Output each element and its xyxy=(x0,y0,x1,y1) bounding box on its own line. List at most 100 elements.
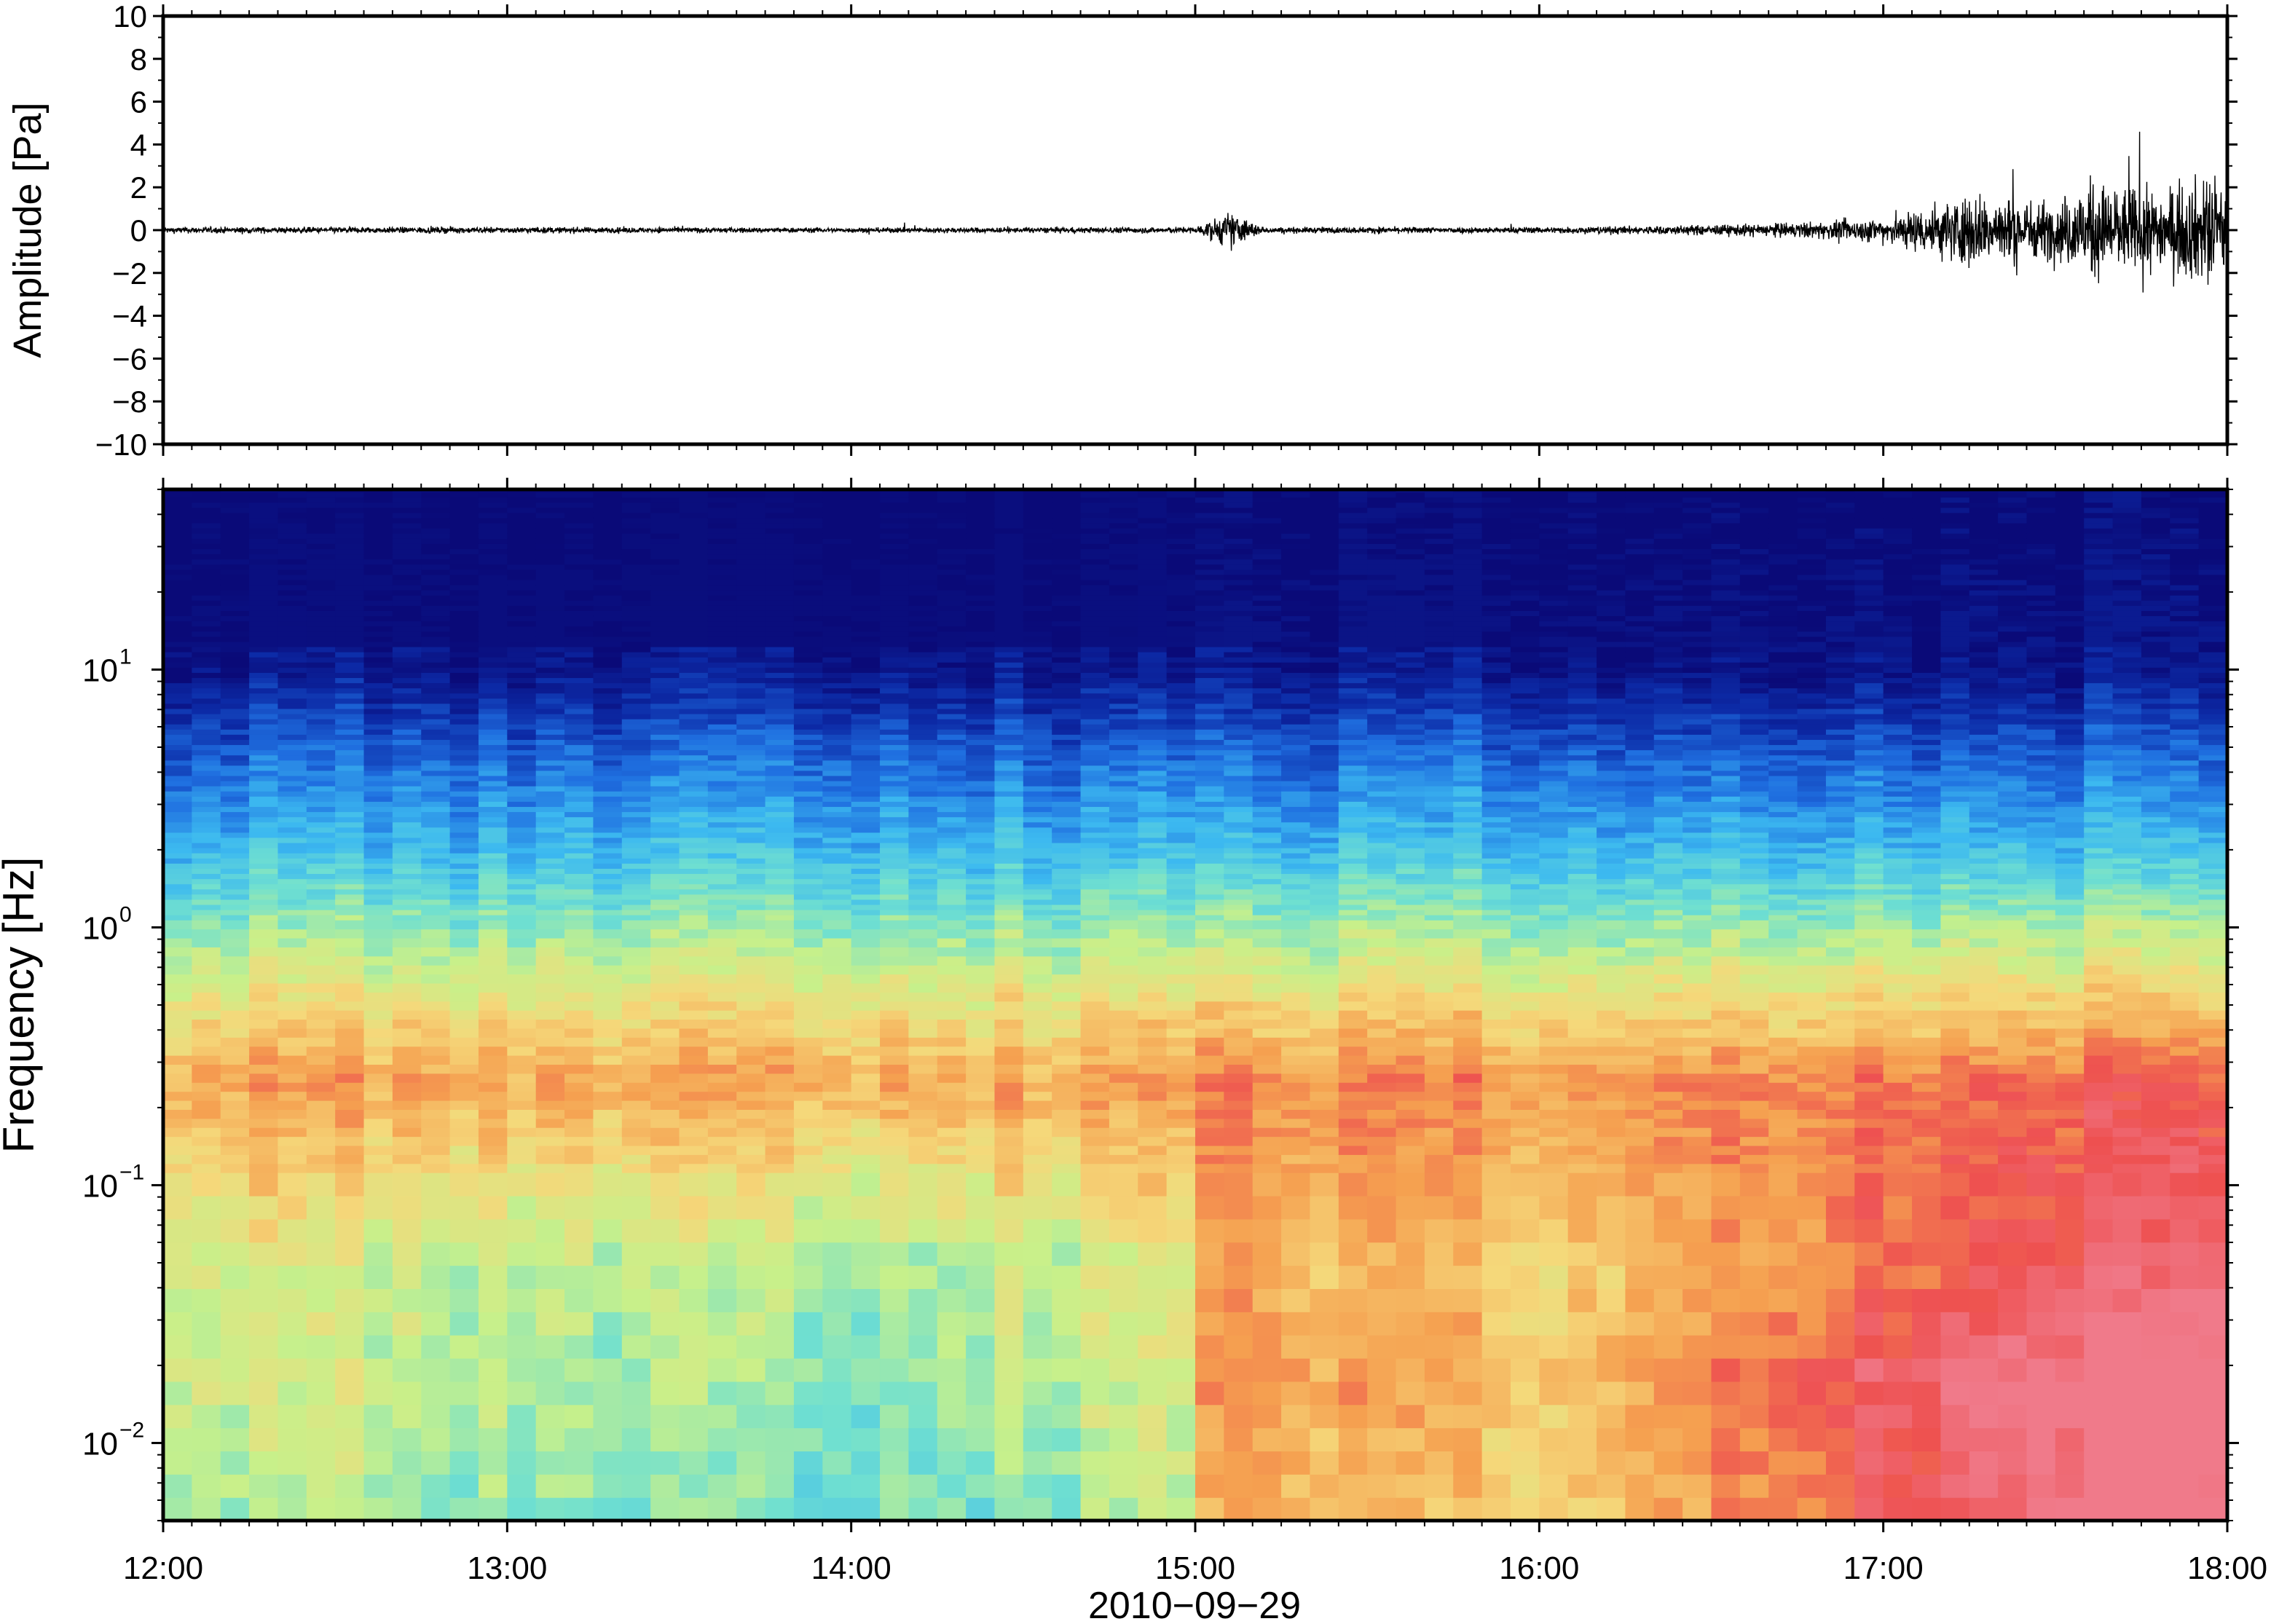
spectrogram-cell xyxy=(392,595,422,601)
spectrogram-cell xyxy=(1080,915,1110,921)
spectrogram-cell xyxy=(1195,538,1224,544)
spectrogram-cell xyxy=(535,719,565,725)
spectrogram-cell xyxy=(1195,749,1224,756)
spectrogram-cell xyxy=(421,528,451,534)
spectrogram-cell xyxy=(908,646,938,653)
spectrogram-cell xyxy=(966,1145,996,1155)
spectrogram-cell xyxy=(1023,894,1052,900)
spectrogram-cell xyxy=(793,543,823,550)
spectrogram-cell xyxy=(937,1037,967,1047)
spectrogram-cell xyxy=(1109,590,1138,596)
spectrogram-cell xyxy=(163,1082,192,1092)
spectrogram-cell xyxy=(793,584,823,591)
spectrogram-cell xyxy=(707,955,737,966)
spectrogram-cell xyxy=(392,781,422,787)
spectrogram-cell xyxy=(621,1001,651,1011)
spectrogram-cell xyxy=(507,1172,537,1197)
spectrogram-cell xyxy=(1224,719,1253,725)
spectrogram-cell xyxy=(335,595,365,601)
spectrogram-cell xyxy=(1023,765,1052,771)
spectrogram-cell xyxy=(507,590,537,596)
spectrogram-cell xyxy=(679,801,709,808)
spectrogram-cell xyxy=(1052,1136,1082,1146)
spectrogram-cell xyxy=(220,564,250,570)
spectrogram-cell xyxy=(1023,1001,1052,1011)
spectrogram-cell xyxy=(937,920,967,930)
spectrogram-cell xyxy=(937,883,967,890)
spectrogram-cell xyxy=(966,1055,996,1065)
spectrogram-cell xyxy=(1138,1312,1168,1336)
spectrogram-cell xyxy=(278,687,307,694)
spectrogram-cell xyxy=(249,1019,279,1029)
spectrogram-cell xyxy=(1195,1037,1224,1047)
spectrogram-cell xyxy=(163,528,192,534)
spectrogram-cell xyxy=(593,548,623,555)
spectrogram-cell xyxy=(908,899,938,905)
spectrogram-cell xyxy=(880,1001,909,1011)
waveform-frame xyxy=(161,14,2229,446)
spectrogram-cell xyxy=(994,937,1024,947)
spectrogram-cell xyxy=(851,821,881,828)
spectrogram-cell xyxy=(363,687,393,694)
spectrogram-cell xyxy=(851,915,881,921)
spectrogram-cell xyxy=(593,605,623,611)
spectrogram-cell xyxy=(163,502,192,508)
spectrogram-cell xyxy=(163,770,192,776)
spectrogram-cell xyxy=(1166,1136,1196,1146)
spectrogram-cell xyxy=(306,636,336,642)
spectrogram-cell xyxy=(306,888,336,895)
spectrogram-cell xyxy=(535,1055,565,1065)
spectrogram-cell xyxy=(937,1195,967,1220)
spectrogram-cell xyxy=(278,1265,307,1289)
spectrogram-cell xyxy=(1052,502,1082,508)
spectrogram-cell xyxy=(650,781,680,787)
spectrogram-cell xyxy=(1138,1118,1168,1128)
spectrogram-cell xyxy=(1166,729,1196,735)
spectrogram-cell xyxy=(306,1100,336,1110)
spectrogram-cell xyxy=(163,667,192,673)
spectrogram-cell xyxy=(363,559,393,565)
spectrogram-cell xyxy=(335,1145,365,1155)
spectrogram-cell xyxy=(765,600,795,606)
spectrogram-cell xyxy=(736,915,766,921)
spectrogram-cell xyxy=(1023,693,1052,699)
spectrogram-cell xyxy=(621,719,651,725)
spectrogram-cell xyxy=(1023,652,1052,658)
spectrogram-cell xyxy=(335,1335,365,1359)
spectrogram-cell xyxy=(966,920,996,930)
spectrogram-cell xyxy=(421,687,451,694)
spectrogram-cell xyxy=(822,1335,852,1359)
spectrogram-cell xyxy=(478,1474,508,1498)
spectrogram-cell xyxy=(1080,595,1110,601)
spectrogram-cell xyxy=(994,615,1024,622)
spectrogram-cell xyxy=(392,1357,422,1382)
spectrogram-cell xyxy=(707,615,737,622)
spectrogram-cell xyxy=(363,605,393,611)
spectrogram-cell xyxy=(937,497,967,503)
spectrogram-cell xyxy=(650,559,680,565)
spectrogram-cell xyxy=(564,517,594,524)
spectrogram-cell xyxy=(1138,1451,1168,1475)
spectrogram-cell xyxy=(1224,982,1253,993)
spectrogram-cell xyxy=(1138,682,1168,689)
spectrogram-cell xyxy=(163,698,192,704)
spectrogram-cell xyxy=(851,719,881,725)
spectrogram-cell xyxy=(1023,698,1052,704)
spectrogram-cell xyxy=(564,1055,594,1065)
spectrogram-cell xyxy=(736,682,766,689)
spectrogram-cell xyxy=(966,1118,996,1128)
spectrogram-cell xyxy=(1166,615,1196,622)
spectrogram-cell xyxy=(679,584,709,591)
spectrogram-cell xyxy=(736,904,766,910)
spectrogram-cell xyxy=(1080,1118,1110,1128)
spectrogram-cell xyxy=(1023,543,1052,550)
spectrogram-cell xyxy=(421,791,451,797)
spectrogram-cell xyxy=(765,528,795,534)
spectrogram-cell xyxy=(621,929,651,939)
spectrogram-cell xyxy=(507,1109,537,1119)
spectrogram-cell xyxy=(1109,682,1138,689)
spectrogram-cell xyxy=(736,1218,766,1243)
spectrogram-cell xyxy=(736,1028,766,1038)
spectrogram-cell xyxy=(1023,662,1052,668)
